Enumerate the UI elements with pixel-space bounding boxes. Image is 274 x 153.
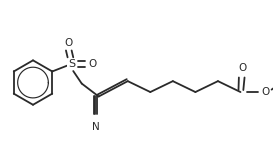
Text: S: S — [68, 59, 75, 69]
Text: O: O — [261, 87, 270, 97]
Text: O: O — [238, 63, 247, 73]
Text: O: O — [89, 59, 97, 69]
Text: N: N — [92, 121, 99, 132]
Text: O: O — [64, 38, 73, 48]
